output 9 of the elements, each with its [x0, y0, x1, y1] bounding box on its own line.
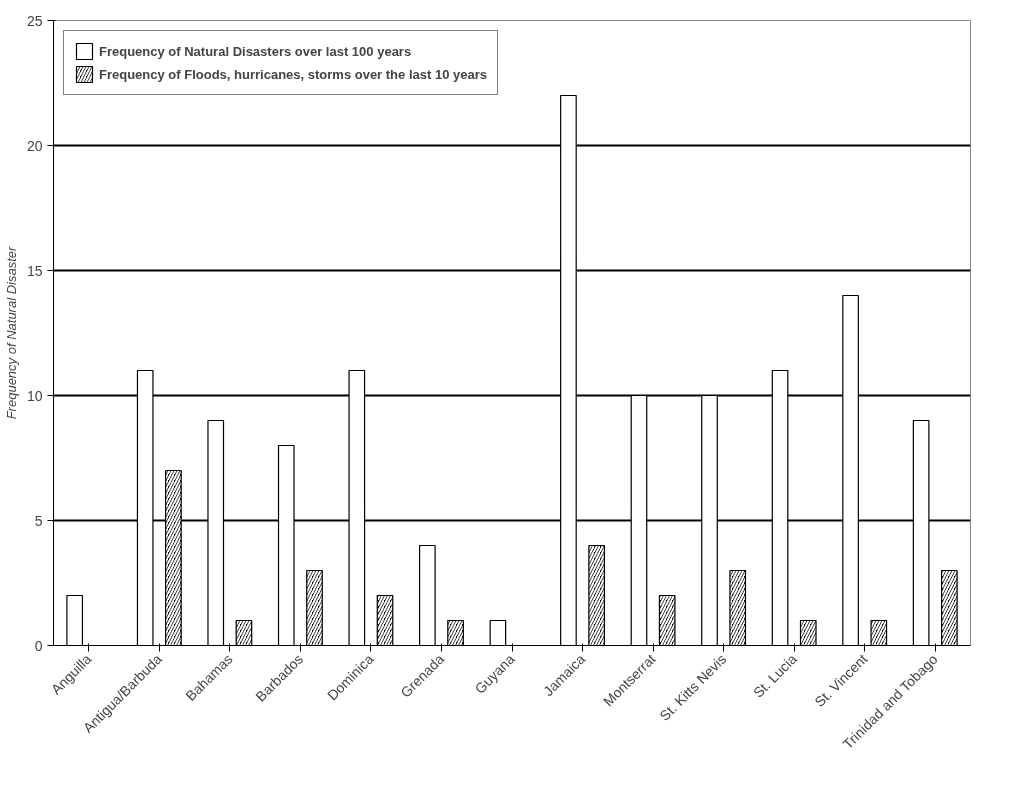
legend-label: Frequency of Floods, hurricanes, storms over the last 10 years — [99, 66, 487, 82]
y-tick-label: 20 — [26, 137, 43, 154]
y-tick-label: 5 — [34, 512, 43, 529]
y-tick-label: 10 — [26, 387, 43, 404]
y-axis-title: Frequency of Natural Disaster — [3, 245, 19, 420]
y-tick-label: 15 — [26, 262, 43, 279]
legend-label: Frequency of Natural Disasters over last 100 years — [99, 43, 412, 59]
y-tick-label: 0 — [34, 637, 43, 654]
y-tick-label: 25 — [26, 12, 43, 29]
